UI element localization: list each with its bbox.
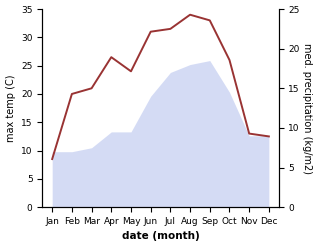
X-axis label: date (month): date (month) bbox=[122, 231, 199, 242]
Y-axis label: med. precipitation (kg/m2): med. precipitation (kg/m2) bbox=[302, 43, 313, 174]
Y-axis label: max temp (C): max temp (C) bbox=[5, 74, 16, 142]
